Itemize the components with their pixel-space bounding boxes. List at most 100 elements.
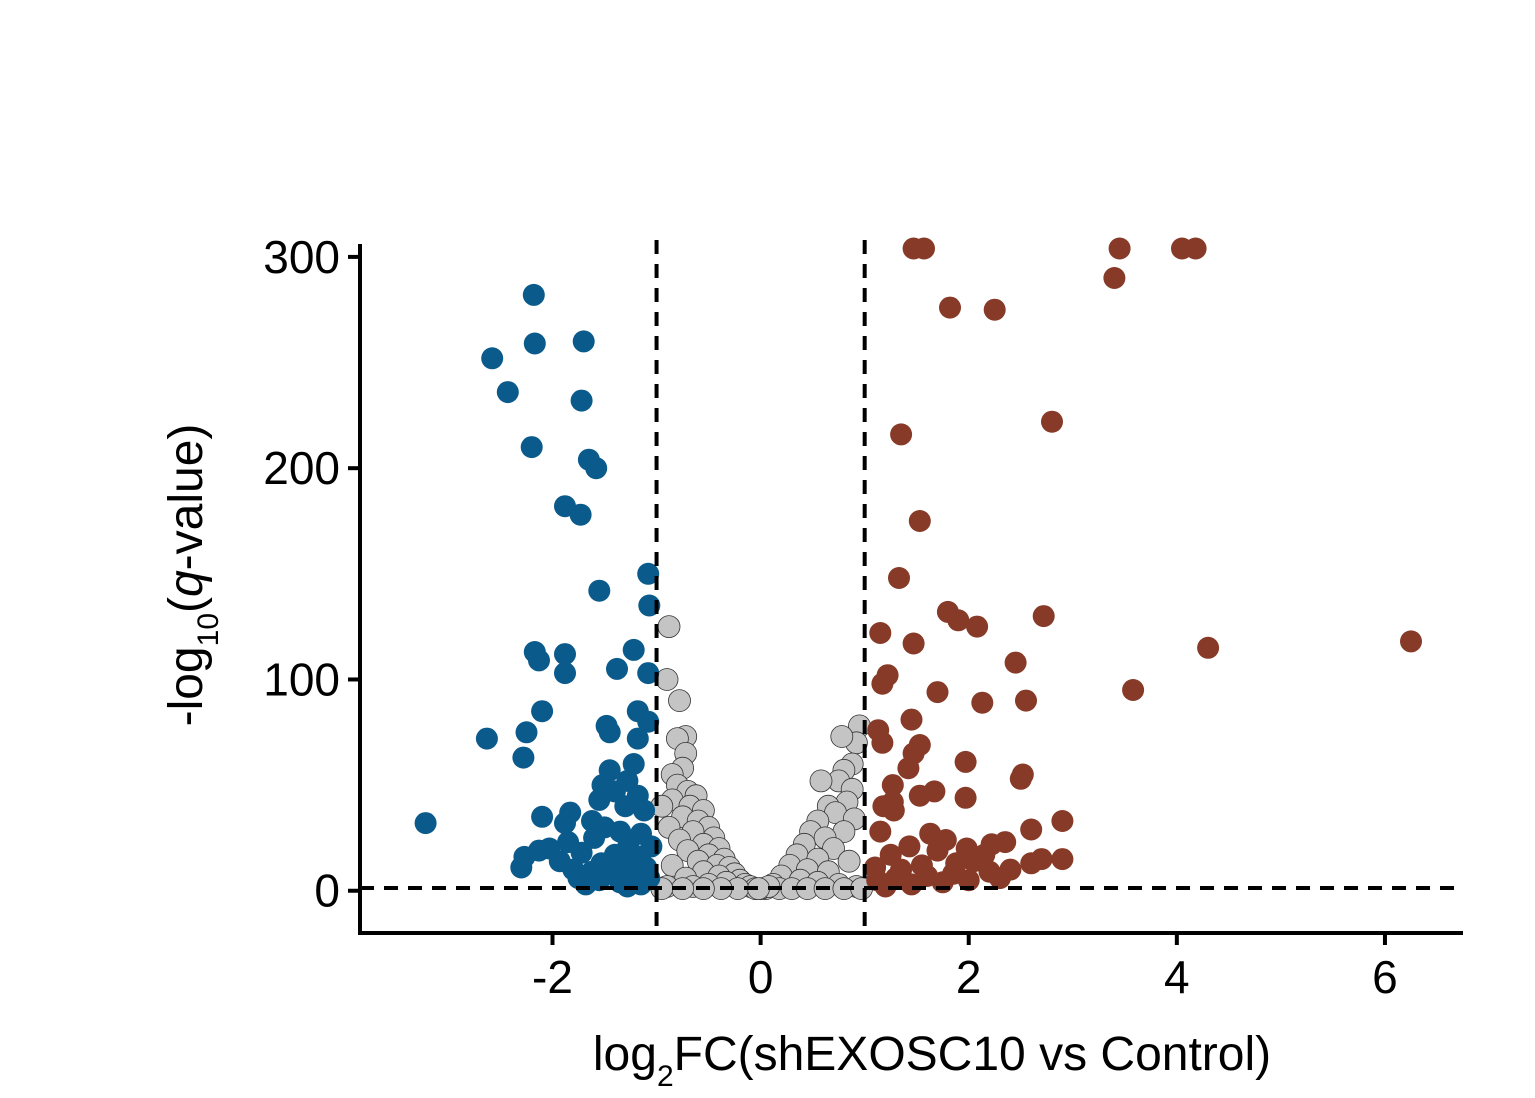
point-down-10 — [569, 503, 592, 526]
point-down-71 — [574, 873, 597, 896]
data-points — [414, 237, 1422, 900]
point-up-71 — [900, 873, 923, 896]
point-down-61 — [510, 856, 533, 879]
y-tick-label: 0 — [314, 865, 340, 917]
point-ns-2 — [668, 689, 691, 712]
point-down-36 — [588, 788, 611, 811]
point-up-1 — [913, 237, 935, 260]
y-tick-label: 100 — [263, 653, 340, 705]
point-down-48 — [583, 826, 606, 849]
point-ns-54 — [809, 769, 833, 793]
point-up-42 — [882, 799, 905, 822]
point-up-70 — [931, 871, 954, 894]
point-down-11 — [588, 579, 611, 602]
point-down-6 — [520, 436, 543, 459]
point-up-15 — [1032, 605, 1055, 628]
point-up-5 — [1103, 267, 1126, 289]
point-up-20 — [1004, 651, 1027, 674]
point-up-26 — [1015, 689, 1037, 712]
x-tick-label: 4 — [1164, 951, 1190, 1003]
y-axis-ticks: 0 100 200 300 — [263, 231, 360, 917]
point-up-36 — [881, 774, 904, 797]
point-down-53 — [570, 841, 593, 864]
point-down-29 — [512, 746, 535, 769]
point-down-5 — [570, 389, 593, 412]
point-ns-1 — [655, 668, 679, 691]
point-up-33 — [954, 750, 977, 773]
point-up-47 — [869, 820, 892, 843]
point-ns-65 — [822, 837, 845, 860]
point-up-13 — [947, 609, 970, 632]
point-up-58 — [962, 850, 985, 873]
point-up-44 — [1020, 818, 1043, 841]
point-down-16 — [554, 643, 576, 666]
point-down-4 — [496, 381, 519, 404]
y-axis-title: -log10(q-value) — [160, 424, 225, 727]
point-down-3 — [481, 347, 504, 370]
point-down-1 — [523, 332, 546, 355]
point-ns-0 — [657, 615, 681, 638]
point-down-26 — [475, 727, 498, 750]
point-down-30 — [622, 753, 645, 775]
x-tick-label: 6 — [1372, 951, 1398, 1003]
point-down-43 — [554, 812, 576, 835]
point-down-38 — [633, 799, 656, 822]
point-down-46 — [414, 812, 437, 835]
point-down-17 — [554, 662, 576, 685]
point-ns-68 — [837, 849, 861, 873]
point-down-2 — [572, 330, 595, 353]
point-up-6 — [939, 296, 961, 319]
point-up-32 — [897, 757, 920, 780]
point-up-18 — [1197, 636, 1220, 659]
x-axis-ticks: -2 0 2 4 6 — [532, 933, 1398, 1003]
point-ns-50 — [830, 725, 854, 748]
point-up-24 — [1122, 679, 1145, 701]
threshold-lines — [360, 240, 1463, 933]
point-up-2 — [1108, 237, 1131, 260]
point-down-12 — [637, 562, 660, 585]
point-up-9 — [890, 423, 913, 446]
point-down-28 — [626, 727, 649, 750]
point-up-10 — [908, 510, 931, 532]
point-up-19 — [1400, 630, 1422, 653]
point-up-39 — [954, 786, 977, 809]
point-up-8 — [1041, 410, 1063, 433]
point-up-14 — [966, 615, 989, 638]
point-up-29 — [871, 731, 894, 754]
point-up-72 — [874, 875, 897, 898]
point-up-69 — [957, 869, 980, 892]
point-up-52 — [926, 839, 949, 862]
y-tick-label: 300 — [263, 231, 340, 283]
point-down-37 — [614, 795, 637, 818]
x-tick-label: -2 — [532, 951, 573, 1003]
point-up-23 — [926, 681, 949, 704]
point-down-19 — [606, 657, 628, 680]
point-up-35 — [1009, 767, 1032, 790]
point-up-17 — [902, 632, 925, 655]
point-up-11 — [888, 567, 910, 589]
point-up-22 — [871, 672, 894, 695]
point-down-0 — [522, 283, 545, 306]
point-up-27 — [900, 708, 923, 731]
point-up-54 — [1051, 848, 1074, 871]
axes — [358, 244, 1463, 935]
point-up-16 — [869, 622, 892, 644]
point-down-40 — [531, 805, 554, 828]
x-tick-label: 2 — [956, 951, 982, 1003]
point-down-20 — [637, 662, 660, 685]
x-axis-title: log2FC(shEXOSC10 vs Control) — [593, 1028, 1271, 1093]
point-up-4 — [1184, 237, 1207, 260]
point-up-56 — [1020, 852, 1043, 875]
point-up-38 — [908, 784, 931, 807]
point-up-7 — [983, 298, 1006, 321]
point-down-18 — [622, 638, 645, 661]
x-tick-label: 0 — [748, 951, 774, 1003]
point-up-48 — [898, 835, 921, 858]
point-down-27 — [515, 721, 538, 744]
point-down-15 — [528, 649, 550, 672]
point-down-23 — [637, 710, 660, 733]
point-up-43 — [1051, 810, 1074, 832]
point-down-21 — [531, 700, 554, 723]
point-up-25 — [971, 691, 994, 714]
